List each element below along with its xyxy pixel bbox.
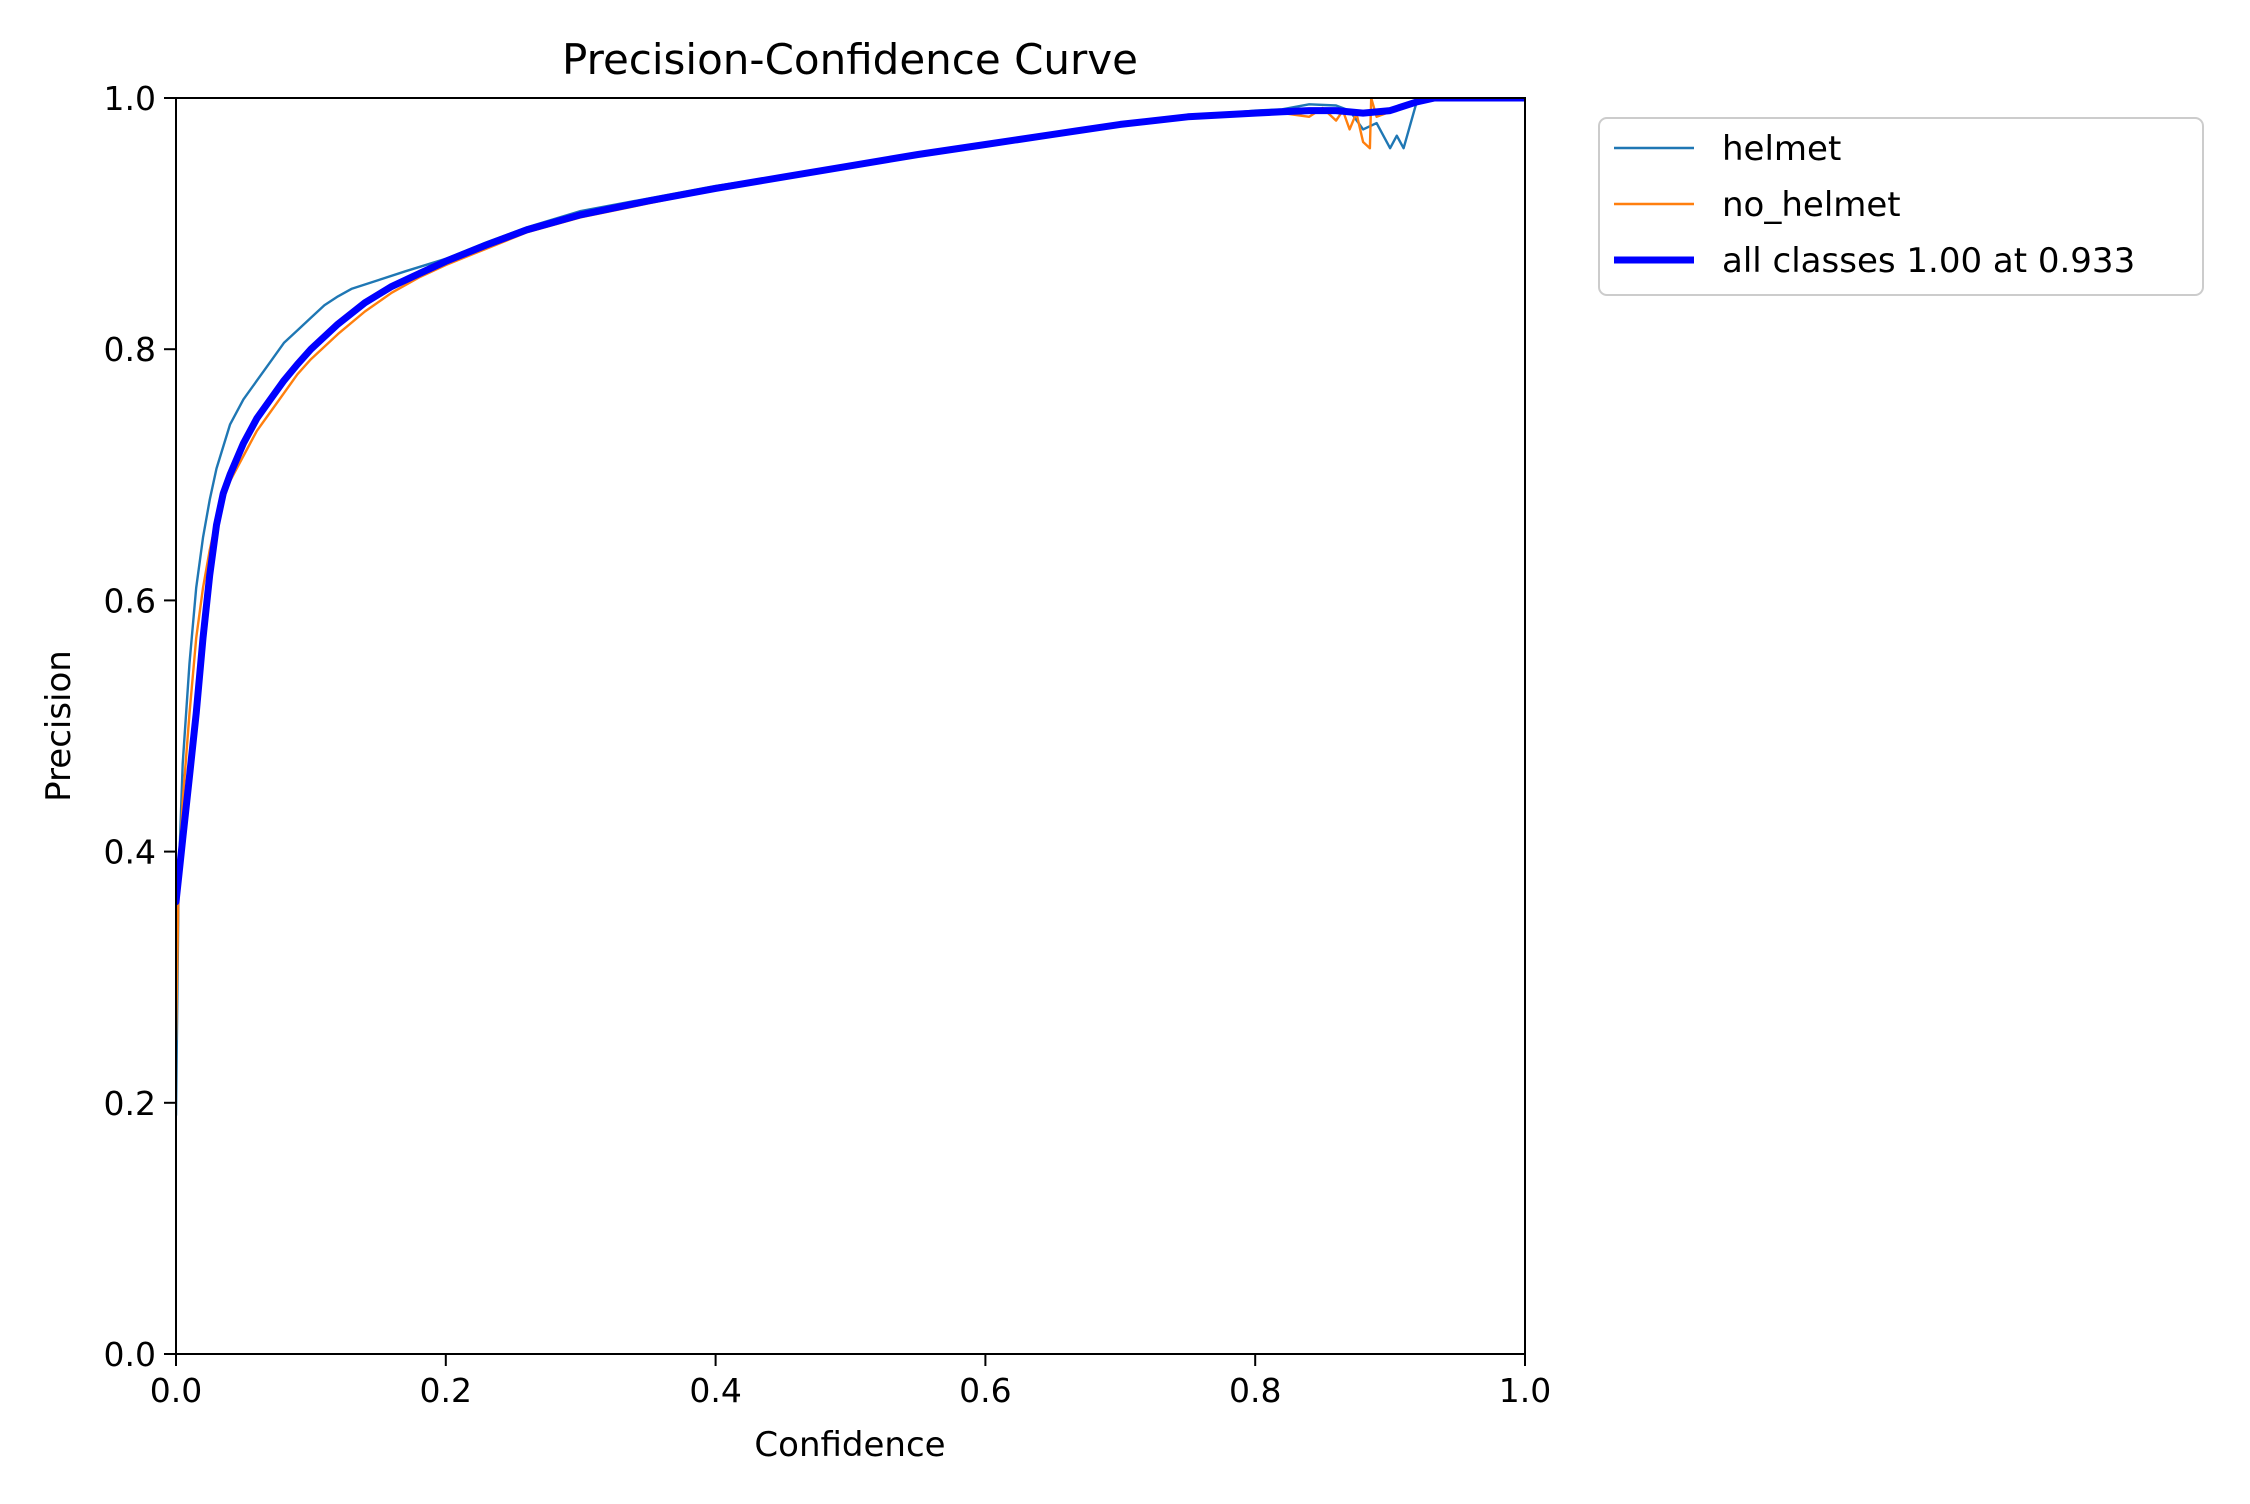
- series-line-helmet: [176, 98, 1525, 1117]
- y-tick-label: 0.4: [104, 833, 156, 872]
- series-line-all-classes: [176, 98, 1525, 906]
- y-tick-label: 0.0: [104, 1335, 156, 1374]
- y-tick-label: 1.0: [104, 79, 156, 118]
- legend-entry-no-helmet-label: no_helmet: [1722, 185, 1901, 225]
- legend-entry-helmet-label: helmet: [1722, 129, 1841, 169]
- x-tick-label: 0.6: [959, 1371, 1011, 1410]
- x-tick-label: 0.0: [150, 1371, 202, 1410]
- y-tick-label: 0.8: [104, 330, 156, 369]
- x-tick-label: 0.4: [689, 1371, 741, 1410]
- y-tick-label: 0.2: [104, 1084, 156, 1123]
- ticks-layer: 0.0 0.2 0.4 0.6 0.8 1.0 0.0 0.2 0.4 0.6 0.8 1.0: [104, 79, 1552, 1410]
- x-tick-label: 0.8: [1229, 1371, 1281, 1410]
- y-axis-label: Precision: [39, 650, 79, 802]
- legend-entry-all-classes-label: all classes 1.00 at 0.933: [1722, 241, 2135, 281]
- y-tick-label: 0.6: [104, 581, 156, 620]
- x-axis-label: Confidence: [754, 1425, 945, 1465]
- legend-frame: [1598, 117, 2204, 296]
- series-layer: [176, 98, 1525, 1117]
- chart-title: Precision-Confidence Curve: [562, 35, 1138, 84]
- x-tick-label: 1.0: [1499, 1371, 1551, 1410]
- plot-frame: [175, 97, 1526, 1355]
- x-tick-label: 0.2: [420, 1371, 472, 1410]
